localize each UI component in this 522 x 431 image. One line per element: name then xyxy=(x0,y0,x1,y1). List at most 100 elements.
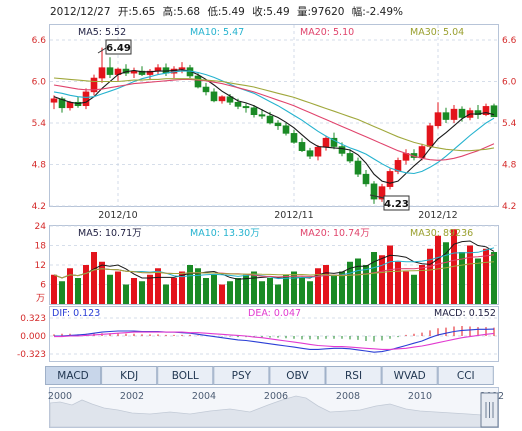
volume-legend-item: MA5: 10.71万 xyxy=(78,228,142,239)
volume-bar xyxy=(235,278,241,304)
tab-label: OBV xyxy=(286,370,309,382)
candle-body xyxy=(146,70,154,75)
candle-body xyxy=(354,160,362,175)
header-high-value: 5.68 xyxy=(177,6,200,18)
macd-line-dea xyxy=(54,331,495,350)
price-legend-item: MA20: 5.10 xyxy=(300,27,354,38)
tab-background xyxy=(157,366,214,385)
candle-body xyxy=(106,67,114,75)
tab-background xyxy=(381,366,438,385)
header-change-label: 幅: xyxy=(352,5,366,18)
low-callout-label: 4.23 xyxy=(384,199,409,210)
price-y-axis-left: 6.6 6.0 5.4 4.8 4.2 xyxy=(32,36,47,212)
tab-obv[interactable]: OBV xyxy=(269,366,326,385)
candle-body xyxy=(178,67,186,70)
tab-label: RSI xyxy=(345,370,362,382)
tab-background xyxy=(437,366,494,385)
header-high-label: 高: xyxy=(163,5,177,18)
volume-legend-item: MA10: 13.30万 xyxy=(190,228,260,239)
candle-body xyxy=(322,137,330,148)
volume-bar xyxy=(403,271,409,304)
navigator-year-label: 2000 xyxy=(48,391,72,402)
price-legend-item: MA30: 5.04 xyxy=(410,27,464,38)
volume-bar xyxy=(75,278,81,304)
price-y-tick-left: 4.8 xyxy=(32,161,47,171)
volume-bar xyxy=(291,271,297,304)
navigator-year-label: 2010 xyxy=(408,391,432,402)
candle-body xyxy=(426,125,434,147)
volume-moving-averages xyxy=(53,240,495,280)
volume-bar xyxy=(307,281,313,304)
price-legend-item: MA5: 5.52 xyxy=(78,27,126,38)
candle-body xyxy=(226,96,234,103)
header-volume-value: 97620 xyxy=(311,6,344,18)
macd-legend: DIF: 0.123 DEA: 0.047 MACD: 0.152 xyxy=(52,308,496,319)
header-close-value: 5.49 xyxy=(266,6,289,18)
high-callout-label: 6.49 xyxy=(106,43,131,54)
tab-kdj[interactable]: KDJ xyxy=(101,366,158,385)
volume-y-tick: 18 xyxy=(35,242,47,252)
volume-bar xyxy=(435,235,441,304)
tab-label: CCI xyxy=(457,370,475,382)
volume-y-tick: 12 xyxy=(35,261,46,271)
candle-body xyxy=(442,112,450,120)
tab-rsi[interactable]: RSI xyxy=(325,366,382,385)
volume-bar xyxy=(355,258,361,304)
tab-label: BOLL xyxy=(172,370,199,382)
price-legend-item: MA10: 5.47 xyxy=(190,27,244,38)
candle-body xyxy=(346,153,354,162)
price-y-tick-left: 6.0 xyxy=(32,78,47,88)
tab-cci[interactable]: CCI xyxy=(437,366,494,385)
volume-bar xyxy=(179,271,185,304)
volume-bar xyxy=(371,252,377,304)
candle-body xyxy=(138,70,146,75)
volume-bar xyxy=(387,245,393,304)
candle-body xyxy=(202,86,210,93)
volume-bar xyxy=(163,284,169,304)
header-close-label: 收: xyxy=(252,5,266,18)
candle-body xyxy=(274,122,282,127)
candle-body xyxy=(218,96,226,102)
history-navigator[interactable]: 2000200220042006200820102012 xyxy=(48,387,504,428)
volume-bar xyxy=(283,274,289,304)
tab-wvad[interactable]: WVAD xyxy=(381,366,438,385)
candle-body xyxy=(194,75,202,88)
volume-bar xyxy=(251,271,257,304)
price-legend: MA5: 5.52 MA10: 5.47 MA20: 5.10 MA30: 5.04 xyxy=(78,27,464,38)
macd-lines xyxy=(54,328,495,353)
tab-background xyxy=(269,366,326,385)
volume-bar xyxy=(171,278,177,304)
tab-macd[interactable]: MACD xyxy=(45,366,102,385)
price-y-tick-left: 5.4 xyxy=(32,119,47,129)
price-x-tick: 2012/10 xyxy=(98,210,137,221)
volume-bar xyxy=(467,245,473,304)
volume-bar xyxy=(139,281,145,304)
candle-body xyxy=(474,110,482,116)
candle-body xyxy=(450,108,458,120)
navigator-year-label: 2004 xyxy=(192,391,216,402)
price-ma-line-ma20 xyxy=(53,78,495,161)
tab-background xyxy=(213,366,270,385)
candle-body xyxy=(418,146,426,158)
volume-bar xyxy=(115,271,121,304)
header-open-label: 开: xyxy=(118,6,132,18)
volume-bar xyxy=(67,268,73,304)
candle-body xyxy=(362,173,370,185)
volume-bar xyxy=(331,274,337,304)
volume-y-axis: 24 18 12 6 xyxy=(35,222,47,291)
macd-y-axis: 0.323 0.000 -0.323 xyxy=(17,314,46,360)
tab-label: WVAD xyxy=(394,370,426,382)
candle-body xyxy=(314,146,322,157)
volume-bar xyxy=(267,278,273,304)
tab-psy[interactable]: PSY xyxy=(213,366,270,385)
tab-boll[interactable]: BOLL xyxy=(157,366,214,385)
candle-body xyxy=(378,186,386,200)
volume-bars xyxy=(51,229,497,304)
low-callout: 4.23 xyxy=(369,194,410,211)
volume-bar xyxy=(123,284,129,304)
price-ma-line-ma30 xyxy=(53,77,495,152)
candle-body xyxy=(386,171,394,187)
candle-body xyxy=(266,115,274,124)
candle-body xyxy=(82,91,90,107)
volume-bar xyxy=(347,261,353,304)
